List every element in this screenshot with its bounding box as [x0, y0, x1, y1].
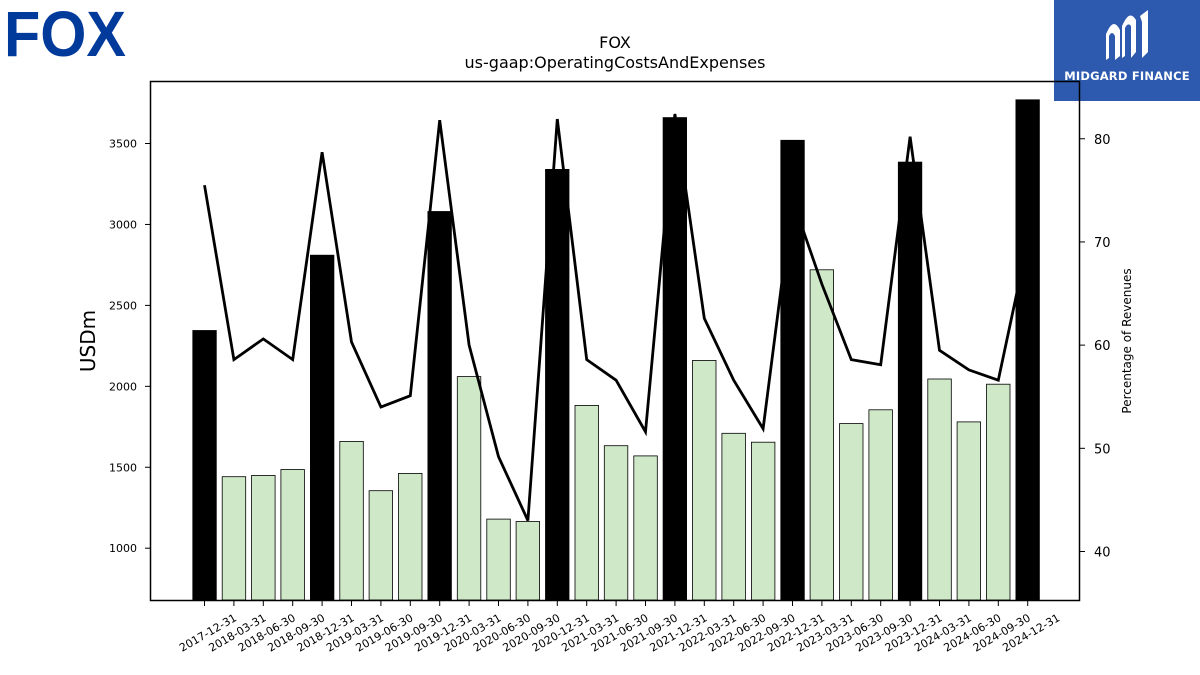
bar-2021-06-30 — [603, 445, 629, 601]
bar-2024-03-31 — [927, 378, 952, 601]
fox-logo-text: FOX — [4, 4, 126, 60]
y2-tick-label: 40 — [1094, 546, 1111, 561]
bar-2019-06-30 — [368, 490, 394, 601]
chart-subtitle: us-gaap:OperatingCostsAndExpenses — [465, 53, 766, 72]
bar-2021-09-30 — [633, 455, 658, 601]
y-tick-label: 2500 — [109, 299, 137, 312]
bar-2019-03-31 — [339, 440, 364, 601]
y2-axis-label: Percentage of Revenues — [1120, 268, 1134, 413]
bar-2018-09-30 — [280, 469, 305, 601]
bar-2022-09-30 — [751, 441, 776, 601]
bar-2023-09-30 — [868, 409, 893, 601]
y2-tick-label: 70 — [1094, 236, 1111, 251]
bar-2019-09-30 — [398, 472, 423, 601]
y-tick-label: 3000 — [109, 218, 137, 231]
bar-2018-03-31 — [221, 476, 247, 601]
bar-2018-12-31 — [309, 254, 335, 601]
y-axis-label: USDm — [76, 310, 100, 372]
bar-2023-03-31 — [809, 269, 834, 601]
fox-logo: FOX — [4, 4, 126, 60]
bar-2021-03-31 — [574, 404, 599, 601]
bar-2020-03-31 — [456, 376, 482, 601]
bar-2023-12-31 — [897, 161, 923, 601]
y-tick-label: 3500 — [109, 138, 137, 151]
bar-2017-12-31 — [192, 330, 217, 601]
bar-2024-12-31 — [1015, 99, 1040, 601]
bar-2019-12-31 — [427, 211, 452, 601]
percentage-of-revenues-line — [203, 113, 1030, 522]
y-tick-label: 2000 — [109, 380, 137, 393]
bar-2024-09-30 — [986, 383, 1011, 601]
midgard-finance-logo: MIDGARD FINANCE — [1054, 0, 1200, 101]
bar-2018-06-30 — [251, 474, 276, 601]
chart-title: FOX — [599, 33, 631, 52]
bar-2022-03-31 — [692, 359, 717, 601]
bar-2020-09-30 — [515, 521, 540, 601]
bar-2023-06-30 — [839, 423, 864, 601]
bar-2022-06-30 — [721, 432, 746, 601]
midgard-logo-mark-icon — [1106, 10, 1148, 60]
bar-2024-06-30 — [956, 421, 981, 601]
y2-tick-label: 80 — [1094, 133, 1111, 148]
y-tick-label: 1000 — [109, 542, 137, 555]
y2-tick-label: 60 — [1094, 339, 1111, 354]
y2-tick-label: 50 — [1094, 442, 1111, 457]
plot-frame — [149, 80, 1081, 602]
bar-2020-06-30 — [486, 518, 511, 601]
midgard-logo-text: MIDGARD FINANCE — [1064, 69, 1190, 83]
y-tick-label: 1500 — [109, 461, 137, 474]
